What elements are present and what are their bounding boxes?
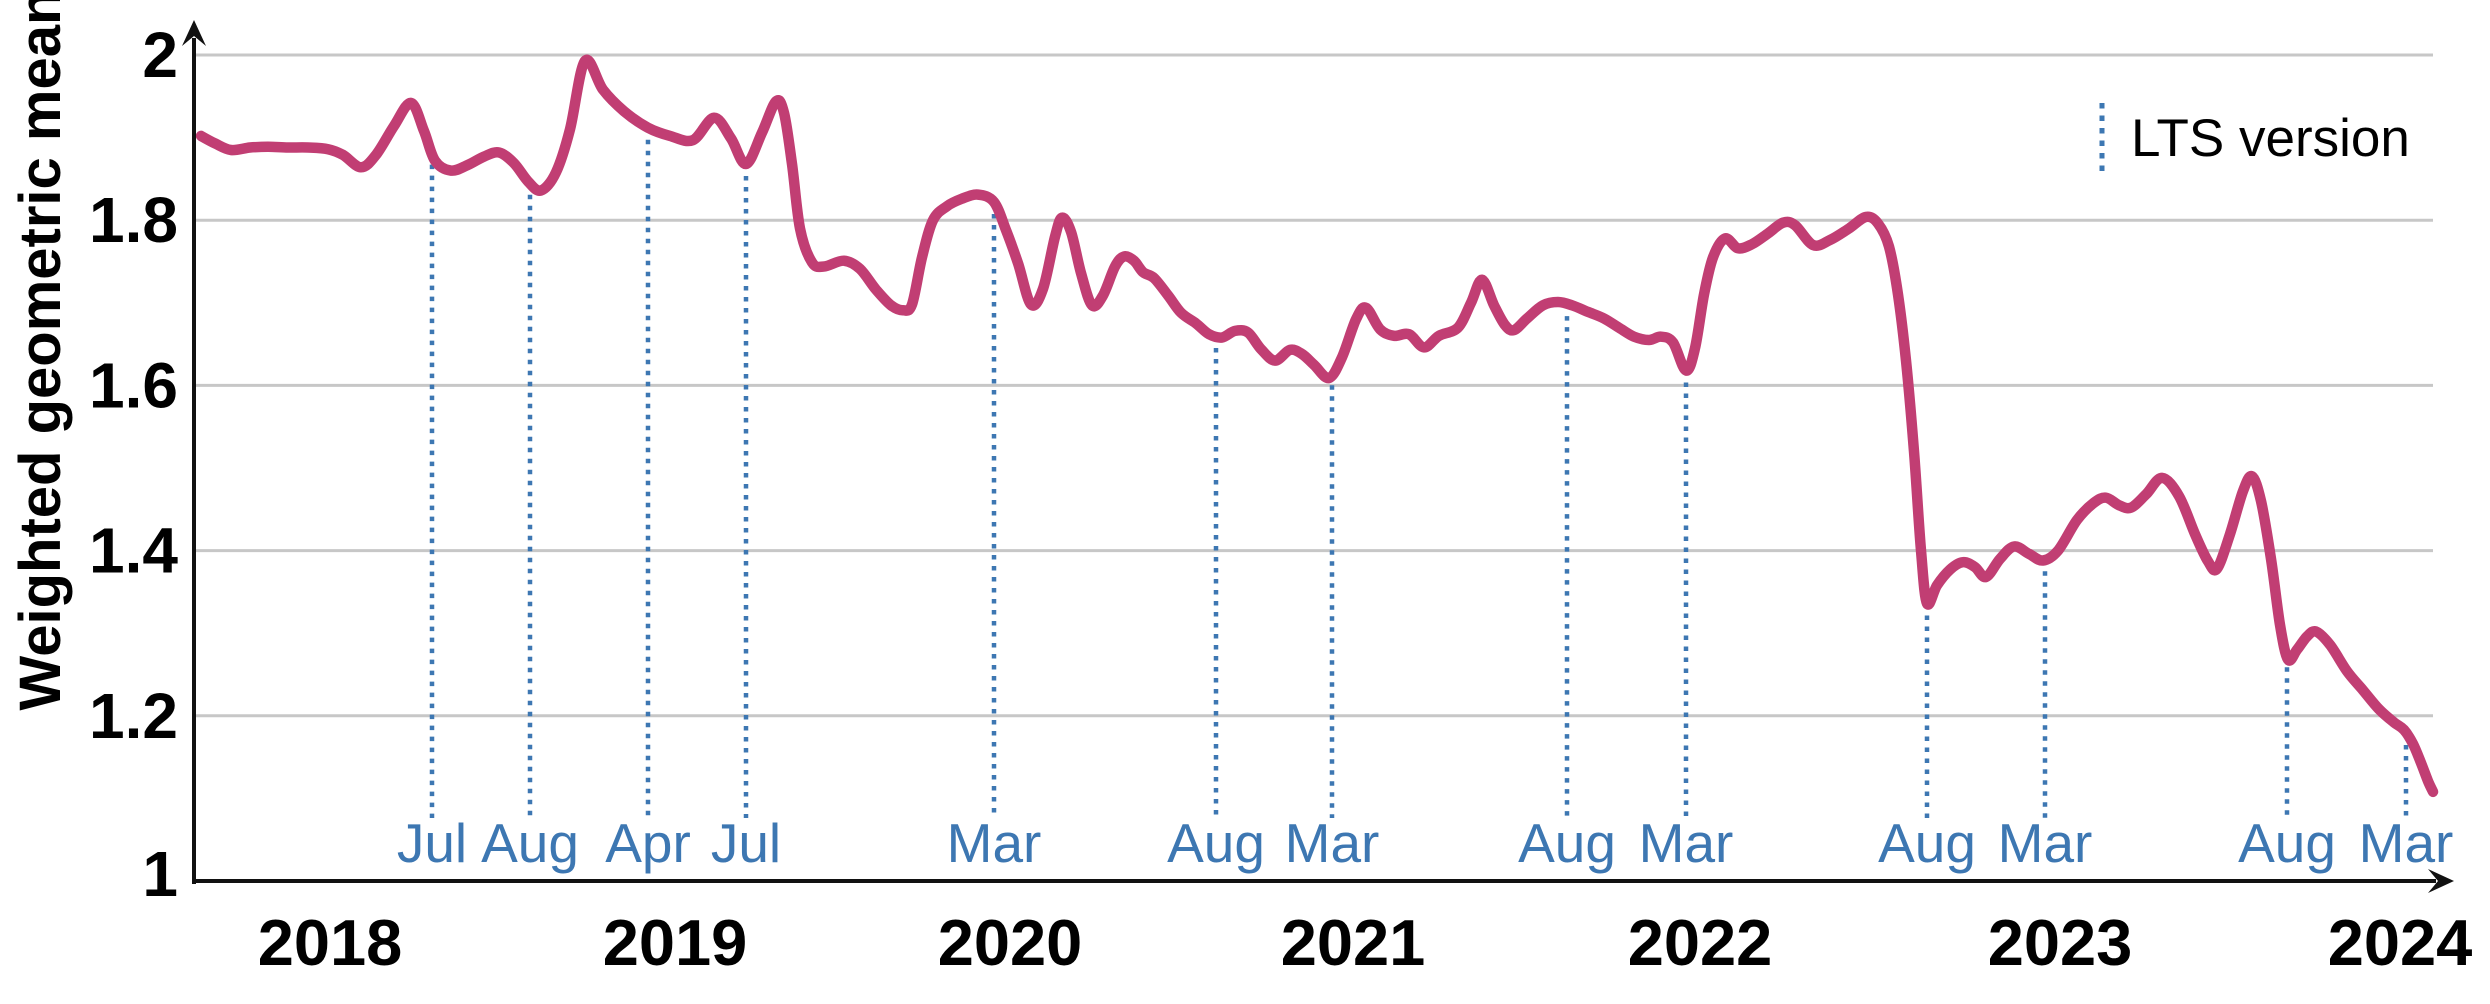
- lts-month-label: Mar: [2359, 812, 2454, 874]
- lts-marker-lines: [429, 139, 2409, 818]
- lts-month-label: Aug: [1518, 812, 1616, 874]
- legend: LTS version: [2099, 103, 2410, 173]
- y-axis-title: Weighted geometric mean: [8, 0, 73, 710]
- y-tick-label: 1.6: [89, 349, 178, 421]
- lts-month-label: Aug: [2238, 812, 2336, 874]
- year-tick-label: 2023: [1988, 906, 2133, 979]
- year-tick-labels: 2018 2019 2020 2021 2022 2023 2024: [258, 906, 2473, 979]
- year-tick-label: 2021: [1281, 906, 1426, 979]
- y-tick-label: 1.2: [89, 680, 178, 752]
- lts-month-label: Aug: [1878, 812, 1976, 874]
- year-tick-label: 2018: [258, 906, 403, 979]
- y-tick-labels: 1 1.2 1.4 1.6 1.8 2: [89, 19, 178, 910]
- lts-month-label: Mar: [1285, 812, 1380, 874]
- lts-month-label: Mar: [1998, 812, 2093, 874]
- year-tick-label: 2024: [2328, 906, 2473, 979]
- y-tick-label: 1.8: [89, 184, 178, 256]
- x-axis-arrow-icon: [2428, 869, 2454, 893]
- year-tick-label: 2019: [603, 906, 748, 979]
- series-line: [195, 54, 2439, 798]
- legend-label: LTS version: [2131, 109, 2410, 168]
- lts-month-label: Aug: [481, 812, 579, 874]
- y-axis-arrow-icon: [182, 20, 206, 46]
- y-tick-label: 1.4: [89, 515, 178, 587]
- lts-month-label: Jul: [397, 812, 467, 874]
- lts-month-label: Aug: [1167, 812, 1265, 874]
- lts-month-labels: Jul Aug Apr Jul Mar Aug Mar Aug Mar Aug Mar Aug Mar: [397, 812, 2454, 874]
- y-tick-label: 1: [142, 838, 178, 910]
- axes: [182, 20, 2454, 893]
- year-tick-label: 2022: [1628, 906, 1773, 979]
- lts-month-label: Mar: [947, 812, 1042, 874]
- year-tick-label: 2020: [938, 906, 1083, 979]
- lts-month-label: Jul: [711, 812, 781, 874]
- lts-month-label: Apr: [605, 812, 691, 874]
- lts-month-label: Mar: [1639, 812, 1734, 874]
- y-tick-label: 2: [142, 19, 178, 91]
